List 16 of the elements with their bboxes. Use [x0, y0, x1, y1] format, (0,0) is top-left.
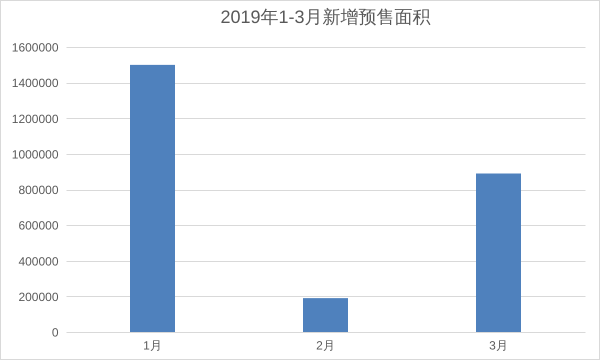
- y-tick-label: 400000: [18, 254, 59, 268]
- y-tick-label: 1200000: [12, 112, 59, 126]
- bar: [303, 298, 348, 332]
- y-tick-label: 200000: [18, 290, 59, 304]
- y-tick-label: 1400000: [12, 76, 59, 90]
- x-tick-label: 2月: [316, 338, 335, 352]
- chart-title: 2019年1-3月新增预售面积: [220, 7, 431, 27]
- y-tick-label: 1600000: [12, 40, 59, 54]
- y-tick-label: 800000: [18, 183, 59, 197]
- bar: [130, 64, 175, 332]
- bar: [476, 173, 521, 332]
- x-tick-label: 1月: [143, 338, 162, 352]
- y-tick-label: 600000: [18, 218, 59, 233]
- y-tick-label: 1000000: [12, 147, 59, 162]
- y-tick-label: 0: [52, 326, 59, 340]
- x-tick-label: 3月: [489, 338, 508, 352]
